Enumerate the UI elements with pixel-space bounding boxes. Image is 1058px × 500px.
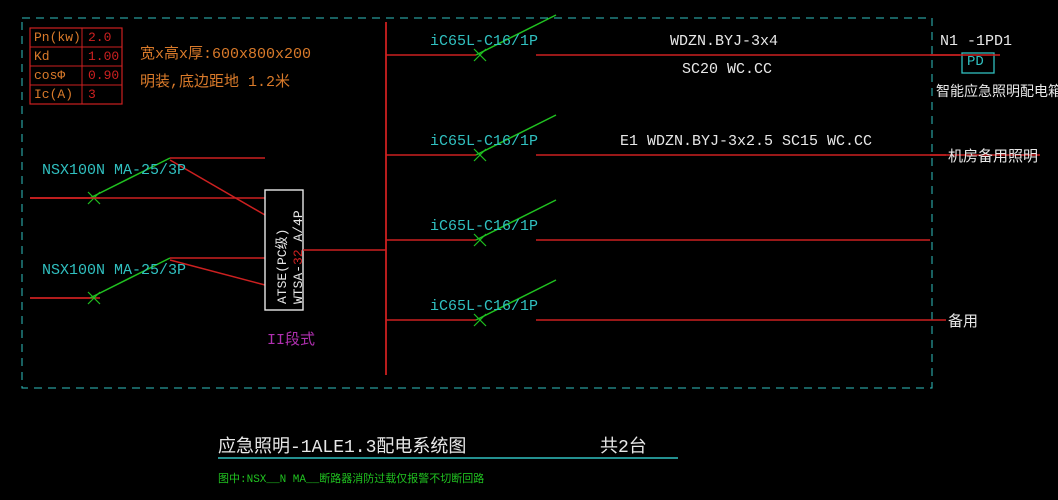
param-label: cosΦ [34, 68, 65, 83]
cable-label-2: SC20 WC.CC [682, 61, 772, 78]
dim-note-1: 宽x高x厚:600x800x200 [140, 42, 311, 63]
circuit-desc: 智能应急照明配电箱 [936, 81, 1058, 101]
breaker-label: iC65L-C16/1P [430, 33, 538, 50]
atse-sublabel: II段式 [267, 328, 315, 349]
param-value: 0.90 [88, 68, 119, 83]
dim-note-2: 明装,底边距地 1.2米 [140, 70, 290, 91]
param-label: Ic(A) [34, 87, 73, 102]
cable-label: E1 WDZN.BYJ-3x2.5 SC15 WC.CC [620, 133, 872, 150]
atse-label: ATSE(PC级)WTSA-32 A/4P [275, 210, 306, 304]
circuit-desc: 机房备用照明 [948, 145, 1038, 166]
incoming-label: NSX100N MA-25/3P [42, 262, 186, 279]
incoming-label: NSX100N MA-25/3P [42, 162, 186, 179]
pd-box: PD [967, 54, 984, 70]
param-value: 1.00 [88, 49, 119, 64]
cable-label: WDZN.BYJ-3x4 [670, 33, 778, 50]
param-value: 2.0 [88, 30, 111, 45]
param-label: Pn(kw) [34, 30, 81, 45]
param-value: 3 [88, 87, 96, 102]
breaker-label: iC65L-C16/1P [430, 133, 538, 150]
param-label: Kd [34, 49, 50, 64]
diagram-count: 共2台 [600, 432, 647, 458]
diagram-title: 应急照明-1ALE1.3配电系统图 [218, 432, 466, 458]
footnote: 图中:NSX__N MA__断路器消防过载仅报警不切断回路 [218, 470, 484, 486]
circuit-desc: 备用 [948, 310, 978, 331]
circuit-id: N1 -1PD1 [940, 33, 1012, 50]
breaker-label: iC65L-C16/1P [430, 298, 538, 315]
breaker-label: iC65L-C16/1P [430, 218, 538, 235]
